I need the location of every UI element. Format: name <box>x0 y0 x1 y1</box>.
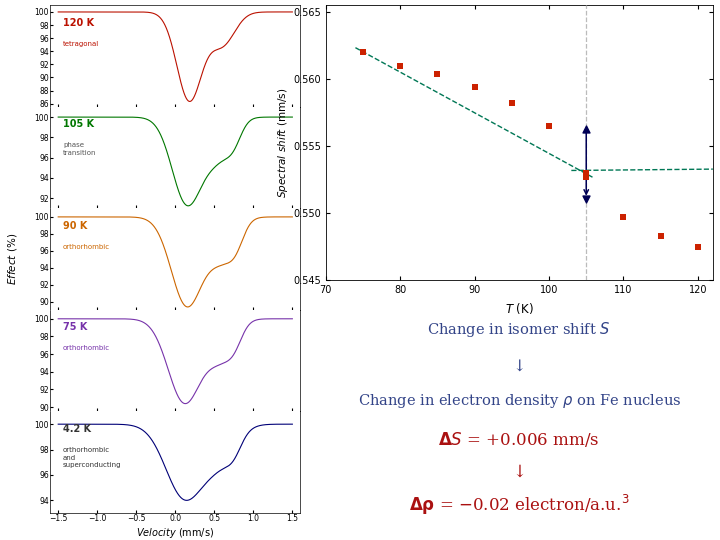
Text: 90 K: 90 K <box>63 221 87 231</box>
Point <box>580 125 592 133</box>
Text: $\mathbf{\Delta\rho}$ = $-$0.02 electron/a.u.$^3$: $\mathbf{\Delta\rho}$ = $-$0.02 electron… <box>409 493 629 517</box>
Text: 4.2 K: 4.2 K <box>63 424 91 434</box>
Y-axis label: $\it{Spectral\ shift}$ (mm/s): $\it{Spectral\ shift}$ (mm/s) <box>276 88 290 198</box>
Text: orthorhombic: orthorhombic <box>63 346 110 352</box>
Point <box>506 99 518 107</box>
Text: ↓: ↓ <box>513 358 526 375</box>
Text: orthorhombic: orthorhombic <box>63 244 110 250</box>
X-axis label: $\it{T}$ (K): $\it{T}$ (K) <box>505 301 534 316</box>
Text: tetragonal: tetragonal <box>63 41 99 47</box>
Text: 120 K: 120 K <box>63 18 94 28</box>
Point <box>580 194 592 203</box>
Point <box>431 70 443 78</box>
Point <box>469 83 480 92</box>
Point <box>692 242 703 251</box>
Point <box>544 122 555 131</box>
Text: 105 K: 105 K <box>63 119 94 129</box>
Point <box>357 48 369 57</box>
X-axis label: $\it{Velocity}$ (mm/s): $\it{Velocity}$ (mm/s) <box>136 526 215 540</box>
Text: phase
transition: phase transition <box>63 143 96 156</box>
Text: Change in isomer shift $\it{S}$: Change in isomer shift $\it{S}$ <box>428 320 611 339</box>
Text: Change in electron density $\rho$ on Fe nucleus: Change in electron density $\rho$ on Fe … <box>358 392 681 410</box>
Point <box>618 213 629 222</box>
Point <box>655 232 667 240</box>
Point <box>580 169 592 178</box>
Text: $\it{Effect}$ (%): $\it{Effect}$ (%) <box>6 233 19 285</box>
Text: 75 K: 75 K <box>63 322 87 332</box>
Point <box>395 62 406 70</box>
Text: orthorhombic
and
superconducting: orthorhombic and superconducting <box>63 447 122 468</box>
Text: $\mathbf{\Delta}\mathit{S}$ = +0.006 mm/s: $\mathbf{\Delta}\mathit{S}$ = +0.006 mm/… <box>438 430 600 449</box>
Point <box>580 173 592 181</box>
Text: ↓: ↓ <box>513 464 526 481</box>
